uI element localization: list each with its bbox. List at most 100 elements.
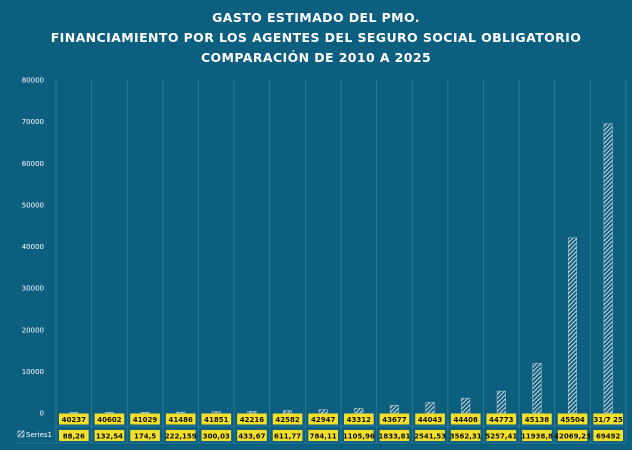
value-label: 88,26 xyxy=(63,433,85,441)
bar xyxy=(69,412,79,414)
value-label: 132,54 xyxy=(96,433,123,441)
gridlines xyxy=(14,80,627,444)
value-label-bg xyxy=(379,430,410,441)
value-label: 1833,81 xyxy=(378,433,410,441)
value-label-bg xyxy=(272,430,303,441)
value-label: 611,77 xyxy=(274,433,301,441)
category-label-bg xyxy=(344,413,374,425)
category-label: 41029 xyxy=(133,416,157,424)
value-label-bg xyxy=(450,430,481,441)
bar xyxy=(247,410,257,414)
value-label-bg xyxy=(486,430,517,441)
chart-title-line-2: FINANCIAMIENTO POR LOS AGENTES DEL SEGUR… xyxy=(51,30,582,45)
value-label: 69492 xyxy=(596,433,620,441)
category-label: 41851 xyxy=(204,416,228,424)
value-label-bg xyxy=(165,430,196,441)
value-labels: 88,26 132,54 174,5 222,159 300,03 433,67 611,7… xyxy=(59,430,623,441)
category-label: 45504 xyxy=(560,416,584,424)
value-label: 2541,53 xyxy=(414,433,446,441)
category-label: 41486 xyxy=(169,416,193,424)
category-label: 44043 xyxy=(418,416,442,424)
category-labels: 40237 40602 41029 41486 41851 42216 42582 42947… xyxy=(59,413,623,425)
bars xyxy=(69,123,613,414)
category-label: 31/7 25 xyxy=(594,416,623,424)
value-label: 433,67 xyxy=(238,433,265,441)
bar xyxy=(496,390,506,414)
value-label: 3562,31 xyxy=(450,433,482,441)
y-tick-label: 70000 xyxy=(22,118,44,126)
y-tick-label: 10000 xyxy=(22,368,44,376)
category-label-bg xyxy=(272,413,303,425)
bar xyxy=(389,405,399,414)
value-label-bg xyxy=(415,430,445,441)
value-label-bg xyxy=(237,430,267,441)
value-label-bg xyxy=(94,430,125,441)
value-label-bg xyxy=(308,430,338,441)
category-label-bg xyxy=(415,413,445,425)
category-label-bg xyxy=(237,413,267,425)
bar xyxy=(603,123,613,414)
category-label: 43312 xyxy=(347,416,371,424)
chart-title-line-1: GASTO ESTIMADO DEL PMO. xyxy=(212,10,420,25)
bar xyxy=(104,412,114,414)
category-label-bg xyxy=(593,413,623,425)
bar xyxy=(354,408,364,414)
value-label-bg xyxy=(201,430,232,441)
category-label: 40602 xyxy=(97,416,121,424)
chart-title-line-3: COMPARACIÓN DE 2010 A 2025 xyxy=(201,50,431,65)
y-axis: 80000 70000 60000 50000 40000 30000 20000 10000… xyxy=(22,77,44,418)
bar xyxy=(211,411,221,414)
category-label-bg xyxy=(201,413,232,425)
category-label: 44773 xyxy=(489,416,513,424)
legend-label: Series1 xyxy=(26,431,52,439)
category-label-bg xyxy=(165,413,196,425)
y-tick-label: 20000 xyxy=(22,326,44,334)
bar xyxy=(176,411,186,414)
category-label-bg xyxy=(450,413,481,425)
value-label: 784,11 xyxy=(310,433,337,441)
y-tick-label: 40000 xyxy=(22,243,44,251)
y-tick-label: 80000 xyxy=(22,77,44,85)
category-label: 44408 xyxy=(454,416,478,424)
bar xyxy=(568,237,578,414)
value-label: 174,5 xyxy=(134,433,156,441)
category-label: 42216 xyxy=(240,416,264,424)
value-label: 1105,96 xyxy=(343,433,375,441)
value-label-bg xyxy=(59,430,89,441)
bar xyxy=(318,409,328,414)
y-tick-label: 30000 xyxy=(22,285,44,293)
category-label: 40237 xyxy=(62,416,86,424)
bar xyxy=(283,410,293,414)
category-label-bg xyxy=(59,413,89,425)
value-label: 222,159 xyxy=(165,433,197,441)
category-label: 42947 xyxy=(311,416,335,424)
legend-swatch xyxy=(17,430,25,438)
category-label: 42582 xyxy=(275,416,299,424)
category-label-bg xyxy=(486,413,517,425)
value-label-bg xyxy=(557,430,588,441)
bar xyxy=(532,363,542,414)
y-tick-label: 60000 xyxy=(22,160,44,168)
value-label-bg xyxy=(344,430,374,441)
category-label-bg xyxy=(130,413,160,425)
legend: Series1 xyxy=(17,430,52,439)
value-label-bg xyxy=(522,430,552,441)
value-label: 5257,41 xyxy=(485,433,517,441)
category-label: 43677 xyxy=(382,416,406,424)
value-label: 42069,23 xyxy=(554,433,591,441)
category-label-bg xyxy=(557,413,588,425)
bar xyxy=(425,402,435,414)
category-label-bg xyxy=(522,413,552,425)
category-label-bg xyxy=(308,413,338,425)
value-label-bg xyxy=(593,430,623,441)
bar xyxy=(140,412,150,414)
y-tick-label: 0 xyxy=(40,410,44,418)
category-label-bg xyxy=(94,413,125,425)
category-label: 45138 xyxy=(525,416,549,424)
y-tick-label: 50000 xyxy=(22,201,44,209)
category-label-bg xyxy=(379,413,410,425)
value-label: 11938,8 xyxy=(521,433,553,441)
value-label: 300,03 xyxy=(203,433,230,441)
value-label-bg xyxy=(130,430,160,441)
